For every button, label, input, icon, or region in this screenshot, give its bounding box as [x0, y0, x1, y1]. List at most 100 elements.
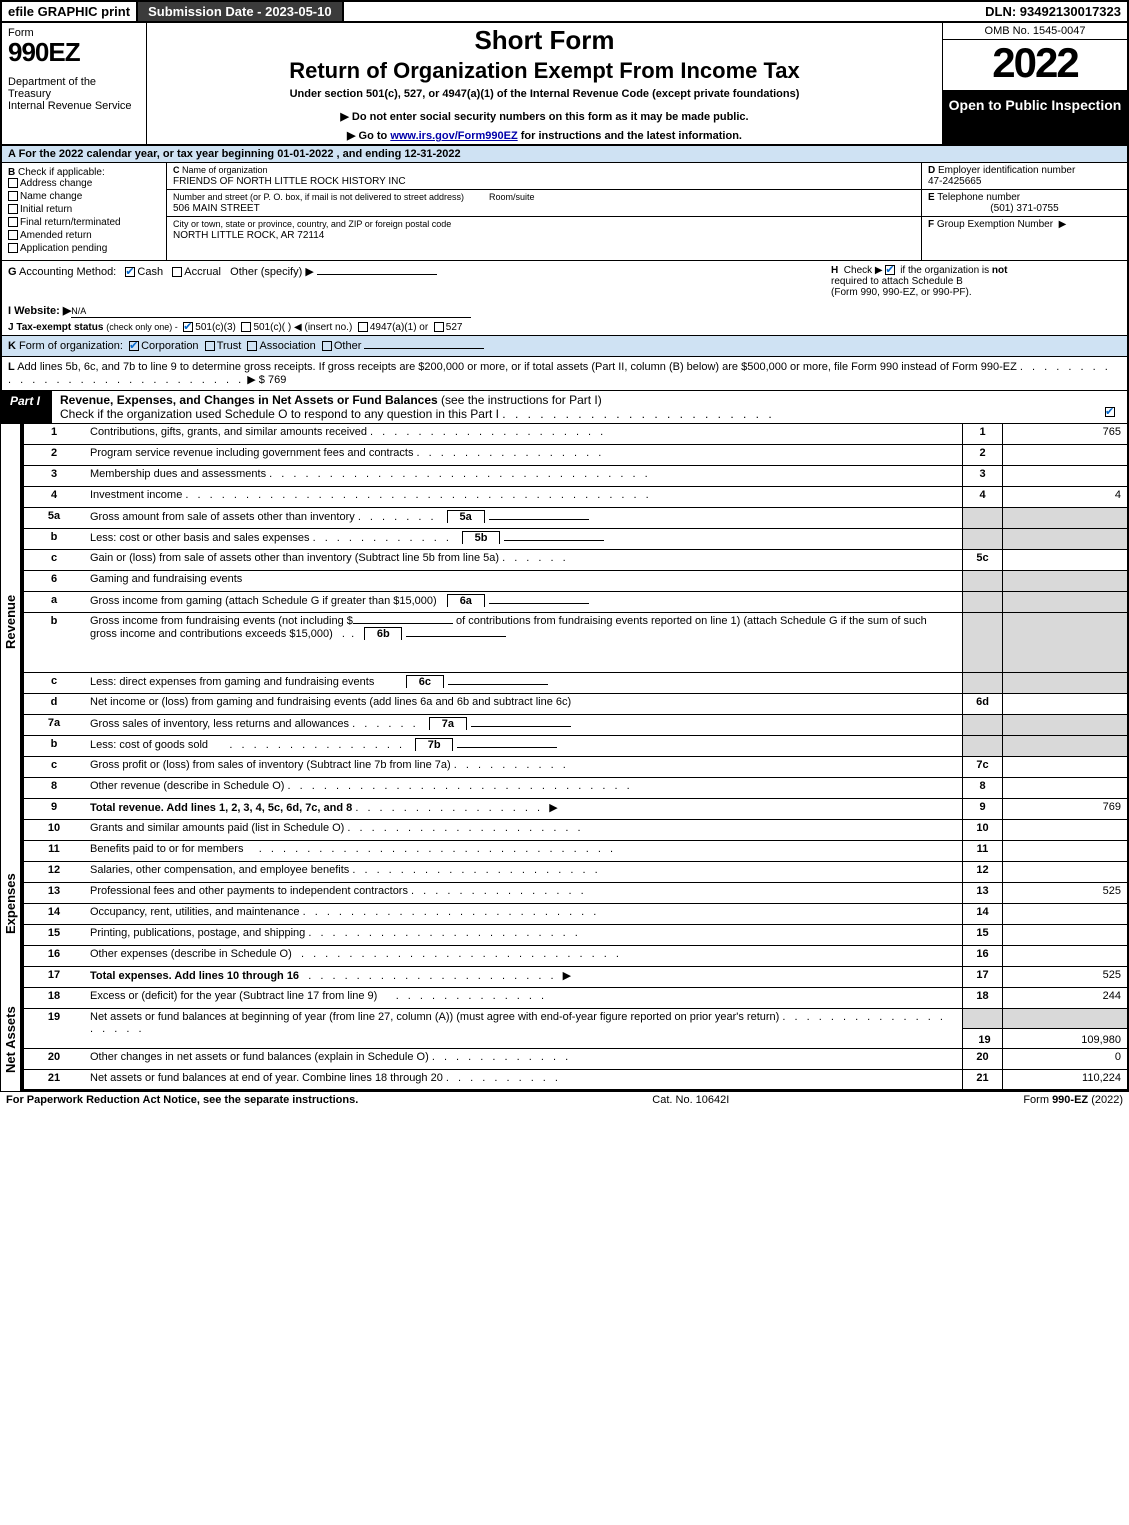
- line-15-rnum: 15: [962, 925, 1002, 945]
- line-6b-midamt: [406, 636, 506, 637]
- line-6c-midamt: [448, 684, 548, 685]
- checkbox-cash[interactable]: [125, 267, 135, 277]
- line-7a-rnum: [962, 715, 1002, 735]
- l-label: L: [8, 361, 15, 373]
- line-5c-rnum: 5c: [962, 550, 1002, 570]
- efile-label[interactable]: efile GRAPHIC print: [2, 2, 136, 21]
- line-19: 19Net assets or fund balances at beginni…: [22, 1009, 1129, 1049]
- line-16-rnum: 16: [962, 946, 1002, 966]
- arrow-icon: ▶: [1059, 219, 1067, 230]
- d-label: D: [928, 165, 935, 176]
- group-label: Group Exemption Number: [937, 219, 1053, 230]
- footer-right: Form 990-EZ (2022): [1023, 1094, 1123, 1106]
- line-17-num: 17: [24, 967, 84, 987]
- line-16-amt: [1002, 946, 1127, 966]
- line-7a-num: 7a: [24, 715, 84, 735]
- line-19-amt-wrap: 109,980: [1002, 1009, 1127, 1048]
- street-label: Number and street (or P. O. box, if mail…: [173, 192, 464, 202]
- checkbox-application-pending[interactable]: [8, 243, 18, 253]
- checkbox-initial-return[interactable]: [8, 204, 18, 214]
- checkbox-amended-return[interactable]: [8, 230, 18, 240]
- line-18-num: 18: [24, 988, 84, 1008]
- checkbox-4947[interactable]: [358, 322, 368, 332]
- line-11-num: 11: [24, 841, 84, 861]
- checkbox-address-change[interactable]: [8, 178, 18, 188]
- checkbox-other-form[interactable]: [322, 341, 332, 351]
- cash-label: Cash: [137, 266, 163, 278]
- checkbox-final-return[interactable]: [8, 217, 18, 227]
- amended-return-label: Amended return: [20, 230, 92, 241]
- tax-year: 2022: [943, 40, 1127, 91]
- line-7c: cGross profit or (loss) from sales of in…: [22, 757, 1129, 778]
- row-i: I Website: ▶N/A: [0, 302, 1129, 320]
- ein-label: Employer identification number: [938, 165, 1075, 176]
- line-5c-desc: Gain or (loss) from sale of assets other…: [84, 550, 962, 570]
- line-6-desc: Gaming and fundraising events: [84, 571, 962, 591]
- line-7c-amt: [1002, 757, 1127, 777]
- h-label: H: [831, 265, 838, 276]
- line-10-amt: [1002, 820, 1127, 840]
- line-4-desc: Investment income . . . . . . . . . . . …: [84, 487, 962, 507]
- checkbox-schedule-o[interactable]: [1105, 407, 1115, 417]
- name-of-org-label: Name of organization: [182, 165, 268, 175]
- line-19-rnum-wrap: 19: [962, 1009, 1002, 1048]
- irs-link[interactable]: www.irs.gov/Form990EZ: [390, 130, 517, 142]
- line-7c-desc: Gross profit or (loss) from sales of inv…: [84, 757, 962, 777]
- org-name: FRIENDS OF NORTH LITTLE ROCK HISTORY INC: [173, 176, 406, 187]
- checkbox-accrual[interactable]: [172, 267, 182, 277]
- l-amount: ▶ $ 769: [247, 374, 286, 386]
- line-17-desc: Total expenses. Add lines 10 through 16 …: [84, 967, 962, 987]
- line-6d-amt: [1002, 694, 1127, 714]
- checkbox-association[interactable]: [247, 341, 257, 351]
- checkbox-name-change[interactable]: [8, 191, 18, 201]
- line-4-amt: 4: [1002, 487, 1127, 507]
- line-13: 13Professional fees and other payments t…: [22, 883, 1129, 904]
- line-6b-input[interactable]: [353, 623, 453, 624]
- room-label: Room/suite: [489, 192, 535, 202]
- line-6a-amt: [1002, 592, 1127, 612]
- expenses-lines: 10Grants and similar amounts paid (list …: [22, 820, 1129, 988]
- checkbox-trust[interactable]: [205, 341, 215, 351]
- checkbox-501c[interactable]: [241, 322, 251, 332]
- line-11: 11Benefits paid to or for members . . . …: [22, 841, 1129, 862]
- line-15: 15Printing, publications, postage, and s…: [22, 925, 1129, 946]
- city-value: NORTH LITTLE ROCK, AR 72114: [173, 230, 324, 241]
- addr-change-label: Address change: [20, 178, 92, 189]
- line-14-num: 14: [24, 904, 84, 924]
- h-text3: required to attach Schedule B: [831, 276, 963, 287]
- other-form-input[interactable]: [364, 348, 484, 349]
- line-10: 10Grants and similar amounts paid (list …: [22, 820, 1129, 841]
- line-21-rnum: 21: [962, 1070, 1002, 1089]
- initial-return-label: Initial return: [20, 204, 72, 215]
- city-block: City or town, state or province, country…: [167, 217, 921, 243]
- website-label: Website: ▶: [14, 305, 71, 317]
- line-3-desc: Membership dues and assessments . . . . …: [84, 466, 962, 486]
- line-5a-amt: [1002, 508, 1127, 528]
- row-gh: G Accounting Method: Cash Accrual Other …: [0, 261, 1129, 302]
- h-not: not: [992, 265, 1008, 276]
- line-20: 20Other changes in net assets or fund ba…: [22, 1049, 1129, 1070]
- header-right: OMB No. 1545-0047 2022 Open to Public In…: [942, 23, 1127, 144]
- checkbox-527[interactable]: [434, 322, 444, 332]
- line-5b-midnum: 5b: [462, 531, 500, 544]
- line-2: 2Program service revenue including gover…: [22, 445, 1129, 466]
- line-6d-num: d: [24, 694, 84, 714]
- other-specify-input[interactable]: [317, 274, 437, 275]
- ein-block: D Employer identification number 47-2425…: [922, 163, 1127, 190]
- line-5a-midamt: [489, 519, 589, 520]
- revenue-section: Revenue 1Contributions, gifts, grants, a…: [0, 424, 1129, 820]
- line-18: 18Excess or (deficit) for the year (Subt…: [22, 988, 1129, 1009]
- 4947-label: 4947(a)(1) or: [370, 322, 428, 333]
- line-8: 8Other revenue (describe in Schedule O) …: [22, 778, 1129, 799]
- line-12-num: 12: [24, 862, 84, 882]
- part1-check-text: Check if the organization used Schedule …: [60, 407, 499, 421]
- footer: For Paperwork Reduction Act Notice, see …: [0, 1091, 1129, 1108]
- line-5c-amt: [1002, 550, 1127, 570]
- line-1-num: 1: [24, 424, 84, 444]
- checkbox-corporation[interactable]: [129, 341, 139, 351]
- checkbox-schedule-b[interactable]: [885, 265, 895, 275]
- goto-post: for instructions and the latest informat…: [518, 130, 742, 142]
- checkbox-501c3[interactable]: [183, 322, 193, 332]
- line-7b-midamt: [457, 747, 557, 748]
- line-6-rnum: [962, 571, 1002, 591]
